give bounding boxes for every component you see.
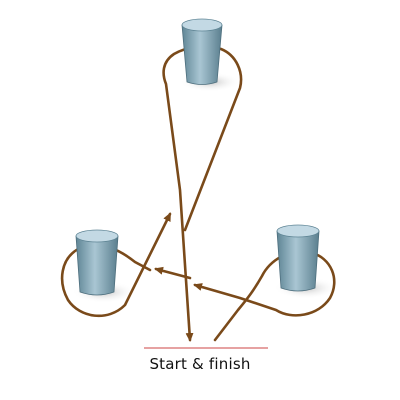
start-finish-label: Start & finish xyxy=(149,355,251,373)
right-barrel xyxy=(276,224,320,292)
cross-arrow-path xyxy=(154,266,192,280)
top-barrel xyxy=(181,18,223,85)
left-barrel xyxy=(75,229,119,296)
